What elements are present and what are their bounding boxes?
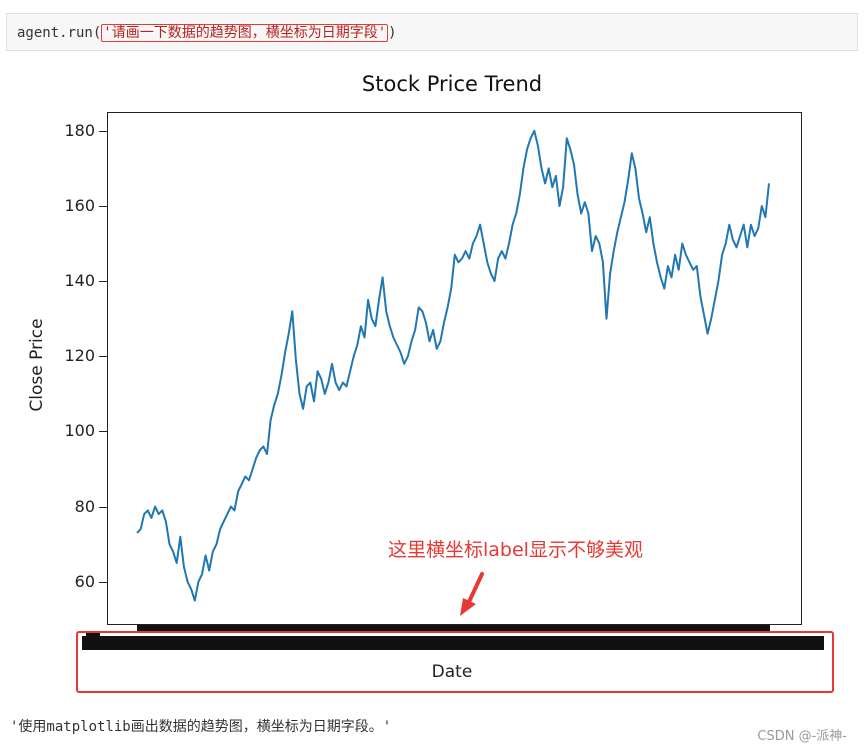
- y-tick-mark: [99, 506, 107, 508]
- y-tick-label: 120: [64, 346, 95, 366]
- code-prefix: agent.run(: [17, 25, 102, 41]
- y-tick-label: 140: [64, 271, 95, 291]
- y-tick-label: 160: [64, 195, 95, 215]
- x-tick-label-blob: [82, 636, 824, 650]
- code-suffix: ): [388, 25, 397, 41]
- x-tick-labels-overlapping: [82, 625, 824, 650]
- series-line: [136, 129, 770, 602]
- chart-title: Stock Price Trend: [361, 72, 543, 96]
- y-tick-label: 180: [64, 120, 95, 140]
- y-tick-label: 80: [74, 496, 95, 516]
- code-line: agent.run('请画一下数据的趋势图，横坐标为日期字段'): [17, 24, 397, 42]
- x-tick-marks-band: [137, 625, 770, 632]
- y-tick-mark: [99, 130, 107, 132]
- annotation-arrow-icon: [460, 572, 484, 616]
- x-axis-label: Date: [431, 662, 473, 682]
- y-tick-mark: [99, 431, 107, 433]
- plot-area: [107, 112, 802, 625]
- x-axis-highlight-box: [76, 631, 834, 693]
- output-text: '使用matplotlib画出数据的趋势图，横坐标为日期字段。': [10, 719, 392, 735]
- y-tick-label: 60: [74, 571, 95, 591]
- x-tick-label-blob-edge: [86, 633, 100, 638]
- y-tick-mark: [99, 281, 107, 283]
- watermark: CSDN @-派神-: [757, 729, 847, 744]
- y-tick-label: 100: [64, 421, 95, 441]
- y-tick-mark: [99, 205, 107, 207]
- y-tick-mark: [99, 581, 107, 583]
- code-argument-highlight: '请画一下数据的趋势图，横坐标为日期字段': [101, 24, 389, 42]
- code-cell[interactable]: agent.run('请画一下数据的趋势图，横坐标为日期字段'): [6, 13, 858, 51]
- annotation-text: 这里横坐标label显示不够美观: [388, 539, 643, 561]
- y-tick-mark: [99, 356, 107, 358]
